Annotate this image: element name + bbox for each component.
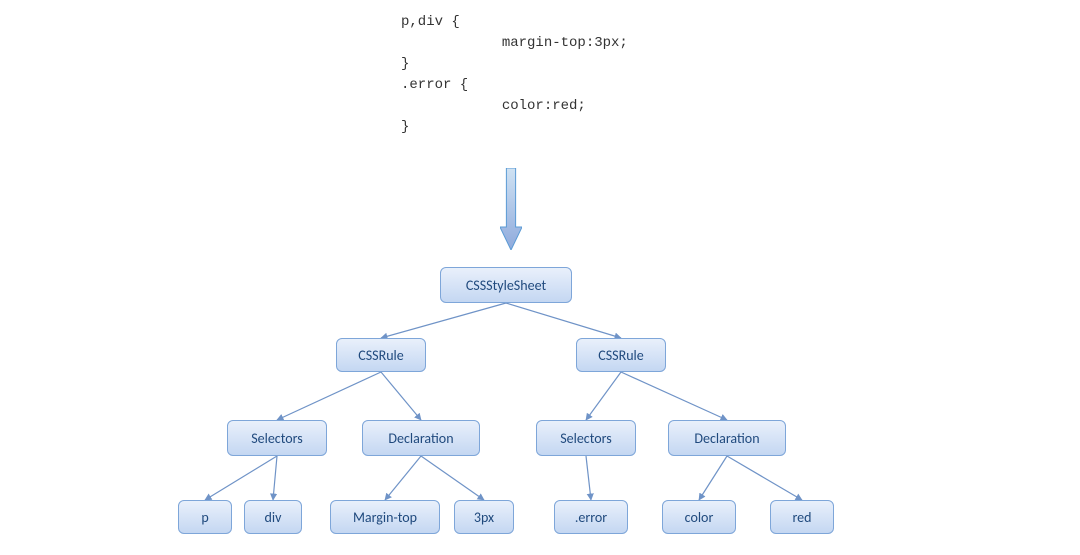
tree-edge (385, 456, 421, 500)
arrow-svg (500, 168, 522, 250)
tree-edge (205, 456, 277, 500)
code-line: color:red; (401, 96, 657, 117)
tree-edge (421, 456, 484, 500)
tree-edge (381, 303, 506, 338)
code-line: } (401, 54, 657, 75)
tree-node-red: red (770, 500, 834, 534)
code-line: } (401, 117, 657, 138)
tree-node-color: color (662, 500, 736, 534)
tree-node-div: div (244, 500, 302, 534)
tree-node-error: .error (554, 500, 628, 534)
css-source-box: p,div { margin-top:3px; } .error { color… (375, 2, 675, 150)
tree-node-sel1: Selectors (227, 420, 327, 456)
tree-node-root: CSSStyleSheet (440, 267, 572, 303)
tree-node-sel2: Selectors (536, 420, 636, 456)
code-line: .error { (401, 75, 657, 96)
tree-node-margintop: Margin-top (330, 500, 440, 534)
tree-node-decl1: Declaration (362, 420, 480, 456)
tree-node-3px: 3px (454, 500, 514, 534)
tree-node-rule2: CSSRule (576, 338, 666, 372)
tree-edge (277, 372, 381, 420)
tree-edge (586, 456, 591, 500)
tree-edge (586, 372, 621, 420)
tree-edge (273, 456, 277, 500)
code-line: margin-top:3px; (401, 33, 657, 54)
tree-node-rule1: CSSRule (336, 338, 426, 372)
tree-edge (506, 303, 621, 338)
tree-edge (381, 372, 421, 420)
tree-node-p: p (178, 500, 232, 534)
diagram-root: { "type": "tree", "background_color": "#… (0, 0, 1080, 555)
tree-edge (621, 372, 727, 420)
tree-node-decl2: Declaration (668, 420, 786, 456)
code-line: p,div { (401, 12, 657, 33)
tree-edge (727, 456, 802, 500)
flow-arrow-icon (500, 168, 522, 255)
tree-edge (699, 456, 727, 500)
